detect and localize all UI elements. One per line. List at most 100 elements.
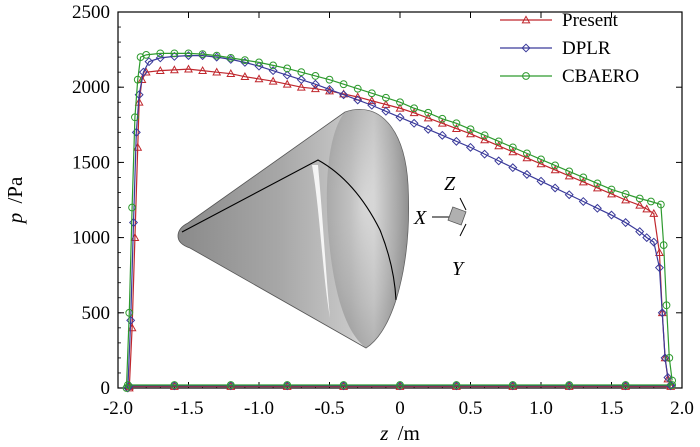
cone-highlight (312, 165, 330, 318)
data-point-cbaero (123, 381, 132, 389)
data-point-dplr (578, 196, 588, 207)
data-point-cbaero (170, 381, 179, 389)
data-point-dplr (324, 84, 335, 94)
data-point-dplr (564, 190, 574, 200)
data-point-dplr (657, 308, 667, 318)
legend-marker-dplr (521, 43, 531, 53)
y-axis-unit: /Pa (3, 176, 27, 204)
data-point-cbaero (226, 381, 235, 389)
data-point-present (395, 103, 405, 112)
x-tick-label: -0.5 (314, 398, 344, 419)
data-point-present (409, 108, 419, 117)
data-point-cbaero (452, 381, 461, 389)
data-point-dplr (296, 75, 306, 85)
data-point-dplr (480, 149, 490, 159)
data-point-present (367, 96, 377, 105)
legend-marker-cbaero (522, 72, 530, 80)
triad-label-z: Z (444, 173, 456, 195)
data-point-dplr (409, 118, 419, 128)
y-tick-label: 500 (82, 303, 111, 324)
x-tick-label: 2.0 (670, 398, 694, 419)
cone-section-line (181, 159, 397, 301)
data-point-dplr (367, 100, 377, 110)
series-line-cbaero (125, 52, 673, 389)
data-point-cbaero (125, 308, 134, 317)
data-point-cbaero (607, 185, 616, 194)
data-point-cbaero (226, 53, 235, 62)
triad-z-axis (459, 197, 467, 211)
y-tick-label: 2500 (72, 2, 110, 23)
svg-text:p /Pa: p /Pa (3, 176, 27, 225)
data-point-cbaero (565, 167, 574, 176)
data-point-present (480, 135, 490, 144)
x-axis-unit: /m (398, 421, 420, 445)
y-tick-label: 2000 (72, 77, 110, 98)
data-point-present (184, 64, 193, 73)
data-point-present (141, 67, 151, 76)
data-point-present (240, 72, 250, 81)
data-point-cbaero (508, 143, 517, 152)
x-tick-label: -1.5 (173, 398, 203, 419)
series-cbaero (122, 49, 677, 392)
series-layer (122, 49, 677, 393)
data-point-cbaero (311, 72, 320, 80)
data-point-dplr (437, 130, 447, 140)
data-point-cbaero (480, 131, 489, 140)
axis-triad: Z X Y (413, 173, 467, 280)
data-point-cbaero (283, 381, 292, 389)
data-point-present (522, 153, 532, 162)
svg-text:z /m: z /m (379, 421, 420, 445)
data-point-dplr (144, 57, 154, 67)
data-point-cbaero (452, 119, 461, 128)
data-point-dplr (663, 372, 673, 382)
data-point-dplr (129, 218, 139, 228)
data-point-cbaero (353, 84, 362, 93)
data-point-present (621, 195, 631, 204)
data-point-present (282, 79, 292, 88)
data-point-present (607, 189, 616, 198)
cone-base-cap (326, 109, 409, 348)
triad-label-y: Y (452, 258, 465, 280)
data-point-cbaero (579, 173, 588, 182)
data-point-dplr (282, 70, 292, 80)
data-point-present (254, 74, 264, 83)
triad-cube (447, 206, 467, 226)
data-point-dplr (621, 218, 631, 228)
data-point-cbaero (466, 125, 475, 134)
data-point-dplr (381, 106, 391, 116)
legend-item-dplr: DPLR (500, 38, 611, 59)
data-point-cbaero (593, 179, 602, 188)
data-point-dplr (310, 79, 320, 89)
data-point-dplr (635, 227, 645, 237)
data-point-cbaero (551, 161, 559, 170)
x-tick-label: -1.0 (244, 398, 274, 419)
series-line-present (128, 68, 672, 389)
data-point-cbaero (269, 61, 278, 70)
data-point-cbaero (297, 68, 306, 77)
data-point-cbaero (396, 98, 404, 107)
data-point-cbaero (131, 113, 139, 122)
data-point-dplr (353, 95, 363, 105)
data-point-cbaero (184, 49, 193, 58)
data-point-present (198, 66, 208, 75)
data-point-cbaero (668, 381, 677, 389)
data-point-present (437, 118, 447, 127)
x-tick-label: 0 (395, 398, 405, 419)
data-point-present (508, 147, 518, 156)
y-tick-label: 0 (101, 378, 111, 399)
data-point-present (451, 123, 461, 132)
data-point-present (578, 177, 588, 186)
data-point-cbaero (565, 381, 574, 389)
data-point-cbaero (367, 89, 376, 98)
data-point-cbaero (410, 104, 419, 113)
y-axis-var: p (3, 213, 27, 226)
data-point-cbaero (635, 194, 644, 203)
data-point-present (550, 165, 560, 174)
legend-label-dplr: DPLR (562, 38, 611, 59)
data-point-cbaero (621, 381, 630, 389)
data-point-cbaero (494, 137, 503, 146)
data-point-cbaero (255, 58, 263, 67)
legend-item-cbaero: CBAERO (500, 66, 639, 87)
data-point-present (649, 208, 659, 217)
